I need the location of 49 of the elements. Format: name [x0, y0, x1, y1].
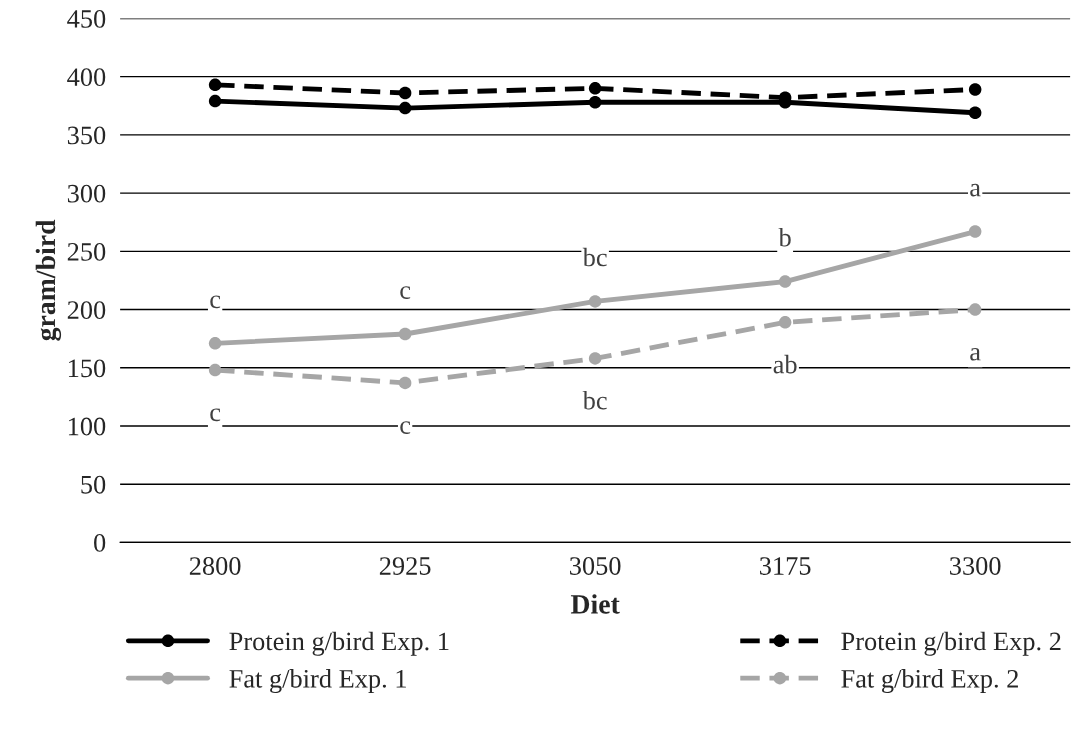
annotation: ab	[773, 354, 797, 374]
point	[208, 337, 222, 350]
y-tick-label: 350	[67, 126, 106, 145]
point	[968, 83, 982, 96]
point	[968, 303, 982, 316]
legend-label: Protein g/bird Exp. 1	[229, 631, 449, 656]
y-tick-label: 0	[94, 534, 106, 552]
point	[208, 363, 222, 377]
annotation: c	[400, 286, 411, 299]
point	[398, 327, 412, 341]
point	[968, 106, 982, 120]
x-tick-label: 3300	[950, 557, 1001, 575]
y-tick-label: 400	[67, 68, 106, 87]
point	[968, 225, 982, 238]
annotation: bc	[582, 390, 607, 410]
legend-label: Fat g/bird Exp. 2	[841, 669, 1018, 694]
y-tick-label: 100	[68, 417, 106, 436]
annotation: a	[970, 347, 981, 361]
annotation: a	[970, 183, 981, 197]
x-tick-label: 2800	[189, 557, 241, 575]
y-tick-label: 150	[68, 359, 106, 378]
point	[778, 275, 792, 288]
x-axis-title: Diet	[570, 594, 620, 614]
annotation: c	[210, 408, 221, 422]
y-axis-title: gram/bird	[35, 219, 62, 341]
x-tick-label: 3050	[570, 557, 621, 575]
x-tick-label: 3175	[760, 557, 811, 575]
point	[398, 86, 412, 100]
point	[208, 94, 222, 108]
annotation: c	[210, 295, 221, 309]
y-tick-label: 450	[67, 10, 106, 28]
annotation: c	[400, 421, 411, 434]
x-tick-label: 2925	[379, 557, 431, 575]
y-tick-label: 200	[67, 301, 106, 319]
annotation: b	[778, 227, 791, 247]
point	[398, 101, 412, 115]
point	[588, 295, 602, 308]
point	[208, 78, 222, 92]
point	[588, 96, 602, 109]
legend-label: Fat g/bird Exp. 1	[229, 669, 406, 694]
point	[398, 376, 412, 390]
y-tick-label: 300	[67, 184, 106, 203]
annotation: bc	[582, 247, 607, 267]
y-tick-label: 50	[81, 475, 106, 494]
y-tick-label: 250	[67, 242, 106, 261]
point	[778, 316, 792, 329]
legend-label: Protein g/bird Exp. 2	[841, 631, 1061, 656]
point	[588, 82, 602, 95]
point	[588, 352, 602, 365]
